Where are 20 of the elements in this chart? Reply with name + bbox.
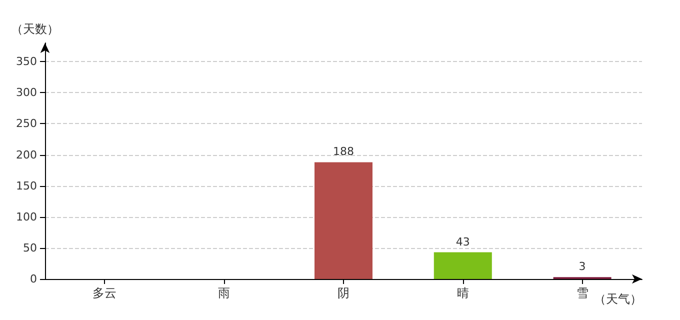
x-tick-label: 雨	[218, 286, 230, 300]
y-tick-label: 0	[30, 272, 37, 286]
y-tick-label: 250	[16, 117, 37, 130]
data-label: 3	[578, 260, 586, 274]
x-tick-label: 晴	[456, 286, 469, 300]
y-tick-label: 200	[16, 148, 37, 162]
y-axis-title: （天数）	[11, 22, 59, 36]
x-axis-title: （天气）	[594, 292, 642, 306]
data-label: 43	[456, 235, 470, 248]
x-tick-label: 雪	[576, 286, 588, 300]
y-tick-label: 100	[16, 210, 37, 224]
bar	[314, 162, 372, 279]
data-label: 188	[333, 145, 354, 158]
y-tick-label: 150	[16, 179, 37, 192]
y-tick-label: 350	[16, 55, 37, 68]
x-tick-label: 多云	[92, 286, 117, 300]
x-tick-label: 阴	[338, 286, 350, 300]
bar	[434, 252, 492, 279]
y-tick-label: 50	[23, 241, 37, 254]
y-tick-label: 300	[16, 86, 37, 100]
